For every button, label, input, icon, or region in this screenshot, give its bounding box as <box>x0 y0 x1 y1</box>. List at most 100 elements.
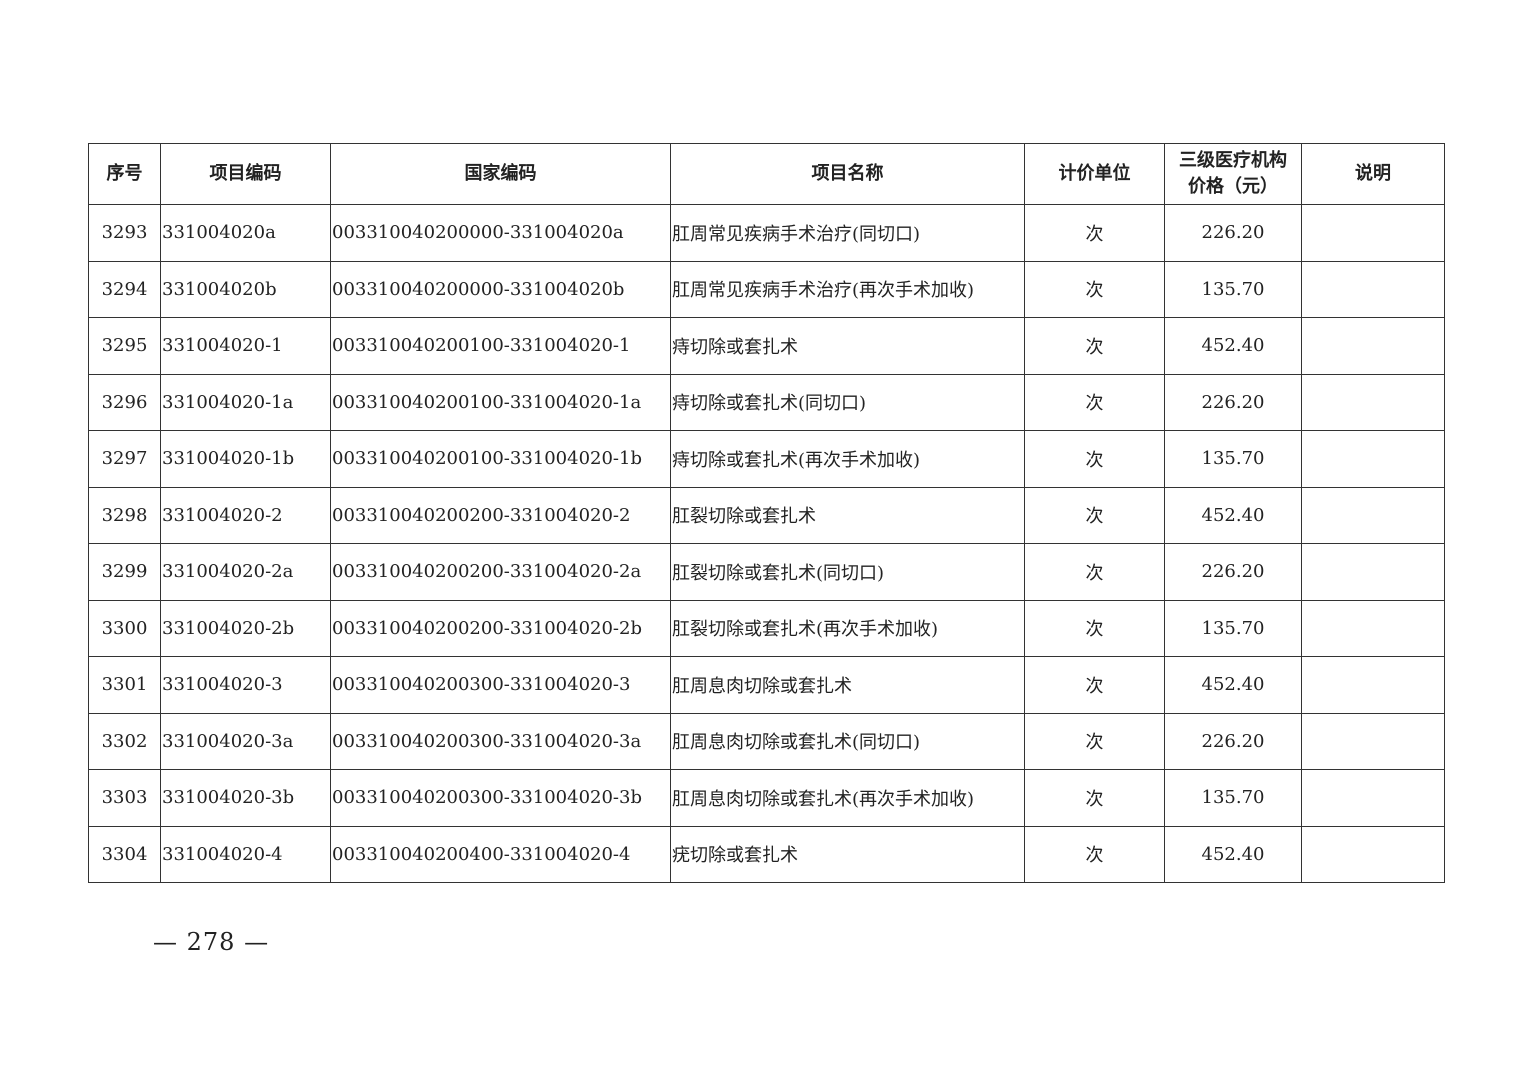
cell-national-code: 003310040200000-331004020a <box>330 204 671 262</box>
cell-note <box>1301 543 1445 601</box>
cell-no: 3294 <box>88 260 161 318</box>
cell-national-code: 003310040200200-331004020-2 <box>330 486 671 544</box>
cell-name: 痔切除或套扎术(同切口) <box>670 373 1025 431</box>
page-number: — 278 — <box>153 928 270 956</box>
cell-code: 331004020-3 <box>160 656 331 714</box>
cell-no: 3298 <box>88 486 161 544</box>
cell-national-code: 003310040200300-331004020-3 <box>330 656 671 714</box>
cell-unit: 次 <box>1024 486 1165 544</box>
cell-code: 331004020-1b <box>160 430 331 488</box>
cell-price: 452.40 <box>1164 317 1302 375</box>
cell-no: 3303 <box>88 769 161 827</box>
cell-price: 452.40 <box>1164 825 1302 883</box>
cell-note <box>1301 260 1445 318</box>
cell-unit: 次 <box>1024 373 1165 431</box>
cell-note <box>1301 656 1445 714</box>
header-price: 三级医疗机构 价格（元） <box>1164 143 1302 205</box>
cell-no: 3304 <box>88 825 161 883</box>
cell-price: 452.40 <box>1164 656 1302 714</box>
cell-note <box>1301 373 1445 431</box>
cell-note <box>1301 204 1445 262</box>
cell-name: 肛裂切除或套扎术(再次手术加收) <box>670 599 1025 657</box>
table-row: 3302 331004020-3a 003310040200300-33100402… <box>88 712 1445 770</box>
cell-code: 331004020-1a <box>160 373 331 431</box>
cell-price: 452.40 <box>1164 486 1302 544</box>
cell-national-code: 003310040200400-331004020-4 <box>330 825 671 883</box>
header-price-line1: 三级医疗机构 <box>1179 150 1287 171</box>
cell-unit: 次 <box>1024 204 1165 262</box>
cell-name: 肛周息肉切除或套扎术(同切口) <box>670 712 1025 770</box>
cell-no: 3299 <box>88 543 161 601</box>
cell-national-code: 003310040200100-331004020-1a <box>330 373 671 431</box>
cell-price: 135.70 <box>1164 430 1302 488</box>
cell-national-code: 003310040200200-331004020-2b <box>330 599 671 657</box>
cell-note <box>1301 486 1445 544</box>
cell-price: 135.70 <box>1164 260 1302 318</box>
cell-note <box>1301 430 1445 488</box>
cell-name: 肛周常见疾病手术治疗(同切口) <box>670 204 1025 262</box>
cell-no: 3293 <box>88 204 161 262</box>
cell-code: 331004020-3b <box>160 769 331 827</box>
table-row: 3297 331004020-1b 003310040200100-33100402… <box>88 430 1445 488</box>
cell-no: 3296 <box>88 373 161 431</box>
cell-name: 肛周常见疾病手术治疗(再次手术加收) <box>670 260 1025 318</box>
table-row: 3295 331004020-1 003310040200100-331004020… <box>88 317 1445 375</box>
header-no: 序号 <box>88 143 161 205</box>
table-row: 3298 331004020-2 003310040200200-331004020… <box>88 486 1445 544</box>
cell-note <box>1301 317 1445 375</box>
cell-code: 331004020-4 <box>160 825 331 883</box>
cell-note <box>1301 769 1445 827</box>
table-row: 3296 331004020-1a 003310040200100-33100402… <box>88 373 1445 431</box>
header-national-code: 国家编码 <box>330 143 671 205</box>
cell-unit: 次 <box>1024 260 1165 318</box>
cell-no: 3302 <box>88 712 161 770</box>
cell-name: 肛裂切除或套扎术(同切口) <box>670 543 1025 601</box>
cell-national-code: 003310040200300-331004020-3b <box>330 769 671 827</box>
header-price-line2: 价格（元） <box>1188 176 1278 197</box>
cell-national-code: 003310040200200-331004020-2a <box>330 543 671 601</box>
cell-no: 3297 <box>88 430 161 488</box>
cell-name: 肛周息肉切除或套扎术 <box>670 656 1025 714</box>
header-name: 项目名称 <box>670 143 1025 205</box>
header-note: 说明 <box>1301 143 1445 205</box>
cell-price: 226.20 <box>1164 543 1302 601</box>
price-table: 序号 项目编码 国家编码 项目名称 计价单位 三级医疗机构 价格（元） 说明 32… <box>88 143 1445 883</box>
cell-name: 肛周息肉切除或套扎术(再次手术加收) <box>670 769 1025 827</box>
cell-price: 135.70 <box>1164 769 1302 827</box>
cell-name: 肛裂切除或套扎术 <box>670 486 1025 544</box>
table-row: 3301 331004020-3 003310040200300-331004020… <box>88 656 1445 714</box>
cell-code: 331004020-2 <box>160 486 331 544</box>
cell-no: 3300 <box>88 599 161 657</box>
cell-no: 3301 <box>88 656 161 714</box>
cell-national-code: 003310040200300-331004020-3a <box>330 712 671 770</box>
cell-code: 331004020b <box>160 260 331 318</box>
cell-unit: 次 <box>1024 712 1165 770</box>
cell-unit: 次 <box>1024 317 1165 375</box>
cell-code: 331004020-2b <box>160 599 331 657</box>
header-unit: 计价单位 <box>1024 143 1165 205</box>
cell-unit: 次 <box>1024 825 1165 883</box>
table-row: 3293 331004020a 003310040200000-331004020a… <box>88 204 1445 262</box>
cell-national-code: 003310040200100-331004020-1b <box>330 430 671 488</box>
cell-note <box>1301 712 1445 770</box>
cell-price: 226.20 <box>1164 373 1302 431</box>
table-row: 3304 331004020-4 003310040200400-331004020… <box>88 825 1445 883</box>
table-row: 3294 331004020b 003310040200000-331004020b… <box>88 260 1445 318</box>
cell-code: 331004020-2a <box>160 543 331 601</box>
table-row: 3299 331004020-2a 003310040200200-33100402… <box>88 543 1445 601</box>
cell-unit: 次 <box>1024 543 1165 601</box>
cell-code: 331004020-1 <box>160 317 331 375</box>
cell-name: 痔切除或套扎术(再次手术加收) <box>670 430 1025 488</box>
header-row: 序号 项目编码 国家编码 项目名称 计价单位 三级医疗机构 价格（元） 说明 <box>88 143 1445 205</box>
cell-unit: 次 <box>1024 656 1165 714</box>
cell-national-code: 003310040200000-331004020b <box>330 260 671 318</box>
cell-unit: 次 <box>1024 769 1165 827</box>
cell-name: 痔切除或套扎术 <box>670 317 1025 375</box>
cell-no: 3295 <box>88 317 161 375</box>
table-row: 3303 331004020-3b 003310040200300-33100402… <box>88 769 1445 827</box>
table-row: 3300 331004020-2b 003310040200200-33100402… <box>88 599 1445 657</box>
cell-unit: 次 <box>1024 599 1165 657</box>
cell-price: 226.20 <box>1164 712 1302 770</box>
cell-code: 331004020-3a <box>160 712 331 770</box>
cell-note <box>1301 825 1445 883</box>
